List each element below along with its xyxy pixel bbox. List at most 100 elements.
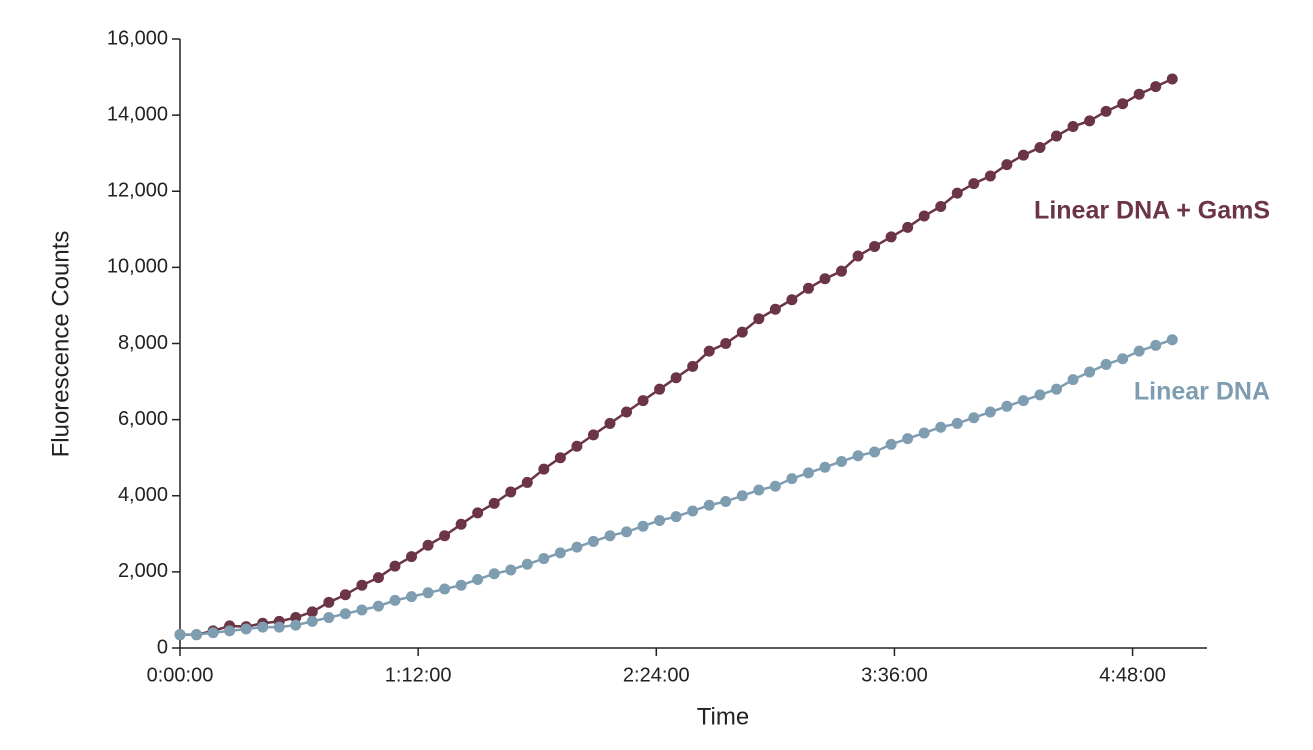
data-point	[455, 579, 467, 591]
data-point	[1084, 366, 1096, 378]
y-tick-label: 0	[157, 636, 168, 658]
data-point	[1001, 159, 1013, 171]
data-point	[753, 313, 765, 325]
data-point	[406, 551, 418, 563]
data-point	[191, 629, 203, 641]
data-point	[984, 170, 996, 182]
data-point	[1133, 88, 1145, 100]
data-point	[1150, 339, 1162, 351]
data-point	[802, 282, 814, 294]
data-point	[687, 360, 699, 372]
data-point	[554, 452, 566, 464]
data-point	[819, 273, 831, 285]
data-point	[885, 438, 897, 450]
data-point	[521, 558, 533, 570]
data-point	[372, 572, 384, 584]
data-point	[885, 231, 897, 243]
y-tick-label: 16,000	[107, 27, 168, 49]
y-tick-label: 4,000	[118, 484, 168, 506]
data-point	[505, 564, 517, 576]
data-point	[1067, 374, 1079, 386]
data-point	[472, 573, 484, 585]
data-point	[621, 406, 633, 418]
series-label: Linear DNA + GamS	[1034, 197, 1270, 225]
data-point	[869, 446, 881, 458]
y-tick-label: 14,000	[107, 103, 168, 125]
data-point	[736, 490, 748, 502]
data-point	[654, 383, 666, 395]
data-point	[1051, 383, 1063, 395]
data-point	[968, 178, 980, 190]
data-point	[257, 621, 269, 633]
data-point	[720, 495, 732, 507]
data-point	[290, 612, 302, 624]
series-label: Linear DNA	[1134, 378, 1270, 406]
data-point	[836, 455, 848, 467]
x-tick-label: 0:00:00	[147, 664, 214, 686]
data-point	[769, 480, 781, 492]
data-point	[951, 187, 963, 199]
data-point	[852, 250, 864, 262]
data-point	[587, 429, 599, 441]
data-point	[290, 619, 302, 631]
data-point	[637, 395, 649, 407]
data-point	[1166, 334, 1178, 346]
data-point	[538, 553, 550, 565]
data-point	[670, 372, 682, 384]
data-point	[1117, 98, 1129, 110]
data-point	[769, 303, 781, 315]
data-point	[720, 338, 732, 349]
data-point	[654, 514, 666, 526]
data-point	[786, 473, 798, 485]
data-point	[1017, 395, 1029, 407]
x-tick-label: 4:48:00	[1099, 664, 1166, 686]
data-point	[786, 294, 798, 306]
data-point	[406, 591, 418, 603]
data-point	[174, 629, 186, 641]
data-point	[604, 530, 616, 542]
data-point	[439, 530, 451, 542]
data-point	[587, 535, 599, 547]
data-point	[207, 627, 219, 639]
data-point	[935, 200, 947, 212]
data-point	[736, 326, 748, 338]
data-point	[1133, 345, 1145, 357]
data-point	[703, 499, 715, 511]
data-point	[538, 463, 550, 475]
data-point	[637, 520, 649, 532]
data-point	[422, 587, 434, 599]
data-point	[356, 579, 368, 591]
data-point	[323, 596, 335, 608]
data-point	[306, 615, 318, 627]
series-line	[180, 338, 1173, 636]
data-point	[1100, 105, 1112, 117]
data-point	[339, 589, 351, 601]
data-point	[1051, 130, 1063, 142]
data-point	[422, 539, 434, 551]
data-point	[389, 594, 401, 606]
y-axis-label: Fluorescence Counts	[47, 231, 74, 458]
data-point	[819, 461, 831, 473]
data-point	[984, 406, 996, 418]
data-point	[472, 507, 484, 519]
data-point	[670, 511, 682, 523]
data-point	[488, 497, 500, 509]
data-point	[1034, 389, 1046, 401]
x-tick-label: 1:12:00	[385, 664, 452, 686]
data-point	[372, 600, 384, 612]
data-point	[869, 240, 881, 252]
data-point	[505, 486, 517, 498]
data-point	[240, 623, 252, 635]
data-point	[273, 621, 285, 633]
data-point	[902, 221, 914, 233]
y-tick-label: 6,000	[118, 408, 168, 430]
data-point	[571, 440, 583, 452]
data-point	[1084, 115, 1096, 127]
data-point	[439, 583, 451, 595]
y-tick-label: 8,000	[118, 332, 168, 354]
data-point	[687, 505, 699, 517]
data-point	[852, 450, 864, 462]
data-point	[802, 467, 814, 479]
data-point	[951, 417, 963, 429]
data-point	[753, 484, 765, 496]
